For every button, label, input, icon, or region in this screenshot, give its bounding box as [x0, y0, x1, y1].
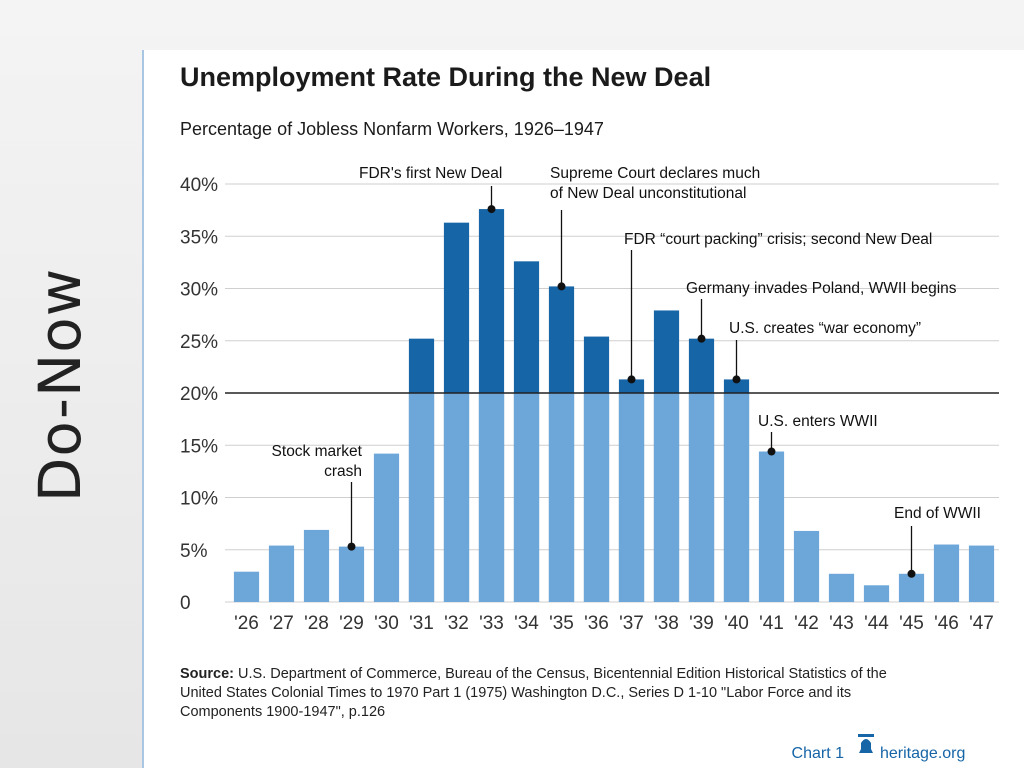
x-tick-label: '40 [724, 613, 749, 634]
brand-link: heritage.org [880, 745, 965, 762]
bar-16 [793, 530, 820, 602]
bar-1 [268, 545, 295, 602]
annotation-marker-7 [907, 569, 916, 578]
bar-lower-segment-12 [653, 393, 680, 602]
annotation-marker-1 [487, 205, 496, 214]
slide-title-container: Do-Now [20, 260, 100, 510]
x-tick-label: '44 [864, 613, 889, 634]
source-line: United States Colonial Times to 1970 Par… [180, 685, 851, 701]
y-tick-label: 5% [180, 541, 208, 562]
annotation-text: FDR “court packing” crisis; second New D… [624, 231, 932, 248]
annotation-text: U.S. enters WWII [758, 413, 878, 430]
annotation-text: of New Deal unconstitutional [550, 185, 746, 202]
bar-0 [233, 571, 260, 602]
slide-title: Do-Now [26, 267, 94, 503]
source-label: Source: [180, 666, 234, 682]
bar-20 [933, 544, 960, 602]
source-line: Components 1900-1947", p.126 [180, 704, 385, 720]
annotation-marker-4 [697, 334, 706, 343]
bar-21 [968, 545, 995, 602]
annotation-text: crash [324, 463, 362, 480]
x-tick-label: '37 [619, 613, 644, 634]
bar-lower-segment-11 [618, 393, 645, 602]
bar-4 [373, 453, 400, 602]
x-tick-label: '29 [339, 613, 364, 634]
x-tick-label: '45 [899, 613, 924, 634]
x-tick-label: '43 [829, 613, 854, 634]
y-tick-label: 25% [180, 332, 218, 353]
chart-title: Unemployment Rate During the New Deal [180, 62, 711, 92]
x-tick-label: '31 [409, 613, 434, 634]
bar-3 [338, 546, 365, 602]
x-tick-label: '32 [444, 613, 469, 634]
bar-lower-segment-7 [478, 393, 505, 602]
bar-lower-segment-13 [688, 393, 715, 602]
bar-17 [828, 573, 855, 602]
x-tick-label: '39 [689, 613, 714, 634]
bar-lower-segment-9 [548, 393, 575, 602]
chart-subtitle: Percentage of Jobless Nonfarm Workers, 1… [180, 119, 604, 139]
annotation-marker-2 [557, 282, 566, 291]
annotation-marker-6 [767, 447, 776, 456]
x-tick-label: '34 [514, 613, 539, 634]
bar-lower-segment-6 [443, 393, 470, 602]
bell-icon [859, 739, 873, 753]
bar-2 [303, 529, 330, 602]
unemployment-chart: Unemployment Rate During the New Deal Per… [180, 62, 999, 762]
y-tick-label: 35% [180, 227, 218, 248]
bar-lower-segment-8 [513, 393, 540, 602]
annotation-text: U.S. creates “war economy” [729, 320, 921, 337]
annotation-marker-3 [627, 375, 636, 384]
y-tick-label: 0 [180, 593, 191, 614]
y-tick-label: 40% [180, 175, 218, 196]
bar-15 [758, 451, 785, 602]
y-tick-label: 15% [180, 436, 218, 457]
source-line: Source: U.S. Department of Commerce, Bur… [180, 666, 887, 682]
x-tick-label: '42 [794, 613, 819, 634]
x-tick-label: '30 [374, 613, 399, 634]
bar-lower-segment-14 [723, 393, 750, 602]
x-tick-label: '47 [969, 613, 994, 634]
chart-number-label: Chart 1 [792, 745, 845, 762]
y-tick-label: 20% [180, 384, 218, 405]
source-note: Source: U.S. Department of Commerce, Bur… [180, 666, 887, 720]
annotation-text: Germany invades Poland, WWII begins [686, 280, 957, 297]
x-tick-label: '46 [934, 613, 959, 634]
y-tick-label: 30% [180, 280, 218, 301]
x-tick-label: '36 [584, 613, 609, 634]
annotation-text: End of WWII [894, 505, 981, 522]
x-tick-label: '35 [549, 613, 574, 634]
bar-lower-segment-10 [583, 393, 610, 602]
y-tick-label: 10% [180, 489, 218, 510]
bar-18 [863, 585, 890, 602]
annotation-text: Stock market [272, 443, 363, 460]
bar-19 [898, 573, 925, 602]
annotation-marker-5 [732, 375, 741, 384]
chart-card: Unemployment Rate During the New Deal Per… [142, 50, 1024, 768]
x-tick-label: '38 [654, 613, 679, 634]
bell-icon-top [858, 734, 874, 737]
x-tick-label: '33 [479, 613, 504, 634]
x-tick-label: '27 [269, 613, 294, 634]
annotation-text: FDR's first New Deal [359, 165, 502, 182]
bar-lower-segment-5 [408, 393, 435, 602]
x-tick-label: '41 [759, 613, 784, 634]
annotation-marker-0 [347, 542, 356, 551]
x-tick-label: '26 [234, 613, 259, 634]
x-tick-label: '28 [304, 613, 329, 634]
annotation-text: Supreme Court declares much [550, 165, 760, 182]
